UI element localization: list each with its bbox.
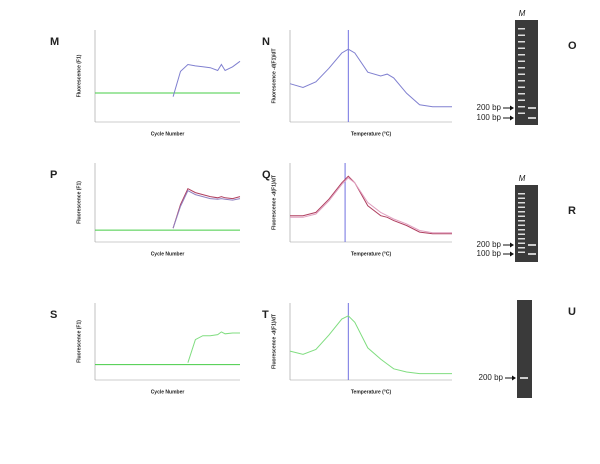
ladder-band [518,99,525,101]
x-axis-title: Temperature (°C) [351,131,392,137]
curve [290,177,452,234]
lane-label: M [519,9,526,18]
sample-band [528,107,536,109]
curve [172,190,241,229]
ladder-band [518,202,525,204]
arrow-head [510,251,514,257]
y-axis-title: Fluorescence -d(F1)/dT [271,314,277,369]
curve [290,175,452,235]
ladder-band [518,224,525,226]
ladder-band [518,220,525,222]
curve [172,188,241,229]
size-label: 100 bp [477,249,502,258]
lane-label: M [519,174,526,183]
size-label: 100 bp [477,113,502,122]
x-axis-title: Cycle Number [151,131,185,137]
x-axis-title: Temperature (°C) [351,389,392,395]
gel-image [515,185,538,262]
ladder-band [518,206,525,208]
ladder-band [518,229,525,231]
y-axis-title: Fluorescence (F1) [76,320,82,363]
panel-label: U [568,306,576,318]
size-label: 200 bp [477,103,502,112]
ladder-band [518,197,525,199]
ladder-band [518,251,525,253]
y-axis-title: Fluorescence -d(F1)/dT [271,48,277,103]
sample-band [528,244,536,246]
ladder-band [518,73,525,75]
ladder-band [518,233,525,235]
x-axis-title: Temperature (°C) [351,251,392,257]
ladder-band [518,67,525,69]
arrow-head [510,242,514,248]
ladder-band [518,86,525,88]
panel-label: Q [262,169,271,181]
ladder-band [518,54,525,56]
y-axis-title: Fluorescence -d(F1)/dT [271,175,277,230]
gel-image [515,20,538,125]
x-axis-title: Cycle Number [151,389,185,395]
ladder-band [518,242,525,244]
ladder-band [518,238,525,240]
panel-label: P [50,169,57,181]
y-axis-title: Fluorescence (F1) [76,54,82,97]
ladder-band [518,211,525,213]
sample-band [528,253,536,255]
sample-band [520,377,528,379]
curve [187,331,240,363]
sample-band [528,117,536,119]
ladder-band [518,34,525,36]
panel-label: T [262,309,269,321]
panel-label: S [50,309,57,321]
ladder-band [518,41,525,43]
ladder-band [518,28,525,30]
size-label: 200 bp [477,240,502,249]
ladder-band [518,193,525,195]
ladder-band [518,247,525,249]
ladder-band [518,47,525,49]
ladder-band [518,80,525,82]
arrow-head [510,105,514,111]
curve [289,48,452,108]
x-axis-title: Cycle Number [151,251,185,257]
ladder-band [518,93,525,95]
ladder-band [518,215,525,217]
panel-label: R [568,205,576,217]
y-axis-title: Fluorescence (F1) [76,181,82,224]
curve [289,315,452,375]
panel-label: M [50,36,59,48]
ladder-band [518,112,525,114]
curve [172,60,241,97]
ladder-band [518,106,525,108]
ladder-band [518,60,525,62]
size-label: 200 bp [479,373,504,382]
arrow-head [512,375,516,381]
arrow-head [510,115,514,121]
gel-image [517,300,532,398]
panel-label: N [262,36,270,48]
panel-label: O [568,40,577,52]
